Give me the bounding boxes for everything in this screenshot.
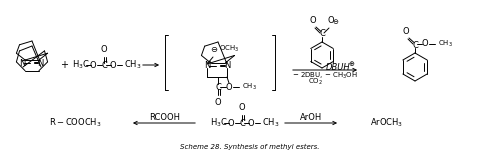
Text: O: O — [110, 60, 116, 69]
Text: O: O — [248, 119, 254, 128]
Text: O: O — [310, 16, 316, 25]
Text: $\oplus$: $\oplus$ — [348, 60, 356, 69]
Text: O: O — [228, 119, 234, 128]
Text: O: O — [214, 98, 222, 107]
Text: ArOH: ArOH — [300, 113, 322, 122]
Text: O: O — [226, 82, 232, 91]
Text: O: O — [90, 60, 96, 69]
Text: $^+$: $^+$ — [207, 60, 213, 66]
Text: $\mathsf{H_3C}$: $\mathsf{H_3C}$ — [72, 59, 90, 71]
Text: $\ominus$: $\ominus$ — [332, 18, 340, 27]
Text: $\mathsf{CH_3}$: $\mathsf{CH_3}$ — [438, 39, 453, 49]
Text: O: O — [328, 16, 334, 25]
Text: N: N — [224, 62, 230, 71]
Text: C: C — [412, 40, 418, 49]
Text: O: O — [422, 40, 428, 49]
Text: O: O — [100, 45, 107, 54]
Text: $\mathsf{CH_3}$: $\mathsf{CH_3}$ — [242, 82, 257, 92]
Text: N: N — [37, 58, 43, 67]
Text: C: C — [215, 82, 221, 91]
Text: RCOOH: RCOOH — [150, 113, 180, 122]
Text: $\mathsf{ArOCH_3}$: $\mathsf{ArOCH_3}$ — [370, 117, 404, 129]
Text: O: O — [238, 103, 246, 112]
Text: DBUH: DBUH — [326, 62, 350, 71]
Text: O: O — [402, 27, 409, 36]
Text: N: N — [19, 58, 25, 67]
Text: $\mathsf{R-COOCH_3}$: $\mathsf{R-COOCH_3}$ — [48, 117, 102, 129]
Text: $\mathsf{H_3C}$: $\mathsf{H_3C}$ — [210, 117, 228, 129]
Text: $\ominus$: $\ominus$ — [210, 44, 218, 53]
Text: $-$ 2DBU, $-$ $\mathsf{CH_3OH}$: $-$ 2DBU, $-$ $\mathsf{CH_3OH}$ — [292, 71, 358, 81]
Text: Scheme 28. Synthesis of methyl esters.: Scheme 28. Synthesis of methyl esters. — [180, 144, 320, 150]
Text: N: N — [204, 62, 210, 71]
Text: C: C — [101, 60, 107, 69]
Text: $\mathsf{CH_3}$: $\mathsf{CH_3}$ — [124, 59, 142, 71]
Text: C: C — [319, 29, 325, 38]
Text: C: C — [239, 119, 245, 128]
Text: +: + — [60, 60, 68, 70]
Text: $\mathsf{CO_2}$: $\mathsf{CO_2}$ — [308, 77, 323, 87]
Text: $\mathsf{CH_3}$: $\mathsf{CH_3}$ — [262, 117, 280, 129]
Text: $\mathsf{OCH_3}$: $\mathsf{OCH_3}$ — [219, 44, 240, 54]
